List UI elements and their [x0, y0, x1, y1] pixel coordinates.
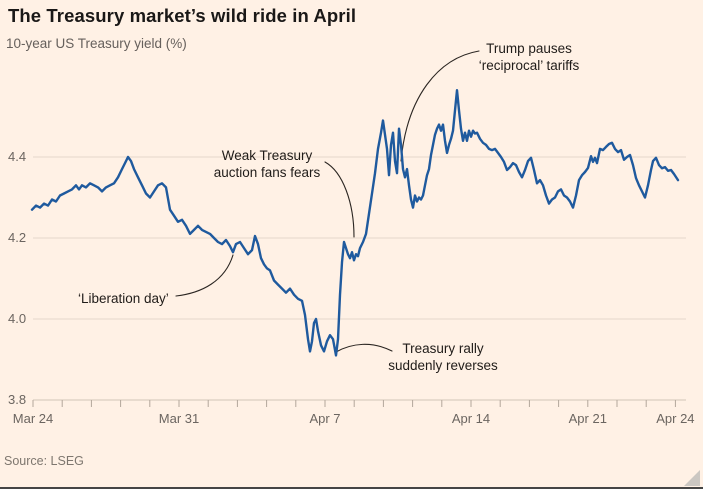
x-tick-label: Mar 24 — [12, 411, 54, 426]
annotation-line: Treasury rally — [402, 341, 484, 356]
annotation-rally-reverses: Treasury rally suddenly reverses — [388, 340, 498, 374]
weak-annotation-curve — [324, 161, 355, 238]
liberation-annotation-curve — [175, 254, 234, 297]
bottom-divider — [0, 487, 703, 489]
page-title: The Treasury market’s wild ride in April — [8, 5, 357, 26]
yield-line-series — [30, 89, 680, 357]
y-tick-label: 4.4 — [8, 149, 27, 164]
annotation-line: Weak Treasury — [221, 148, 313, 163]
annotation-line: ‘reciprocal’ tariffs — [478, 58, 580, 73]
chart-subtitle: 10-year US Treasury yield (%) — [6, 36, 187, 51]
x-tick-label: Apr 7 — [309, 411, 341, 426]
y-tick-label: 4.0 — [8, 311, 27, 326]
x-tick-label: Apr 21 — [568, 411, 607, 426]
annotation-line: suddenly reverses — [388, 358, 498, 373]
annotation-weak-auction: Weak Treasury auction fans fears — [214, 147, 321, 181]
trump-annotation-curve — [400, 50, 480, 162]
source-note: Source: LSEG — [4, 454, 84, 468]
x-tick-label: Apr 24 — [656, 411, 695, 426]
annotation-line: auction fans fears — [213, 165, 321, 180]
annotation-liberation-day: ‘Liberation day’ — [78, 290, 169, 307]
annotation-trump-pauses-tariffs: Trump pauses ‘reciprocal’ tariffs — [479, 40, 580, 74]
x-tick-label: Mar 31 — [158, 411, 200, 426]
rally-annotation-curve — [335, 343, 393, 353]
y-tick-label: 4.2 — [8, 230, 27, 245]
x-tick-label: Apr 14 — [451, 411, 491, 426]
annotation-line: ‘Liberation day’ — [78, 291, 169, 306]
annotation-line: Trump pauses — [486, 41, 572, 56]
resize-grip-icon[interactable] — [684, 470, 700, 486]
y-tick-label: 3.8 — [8, 392, 27, 407]
